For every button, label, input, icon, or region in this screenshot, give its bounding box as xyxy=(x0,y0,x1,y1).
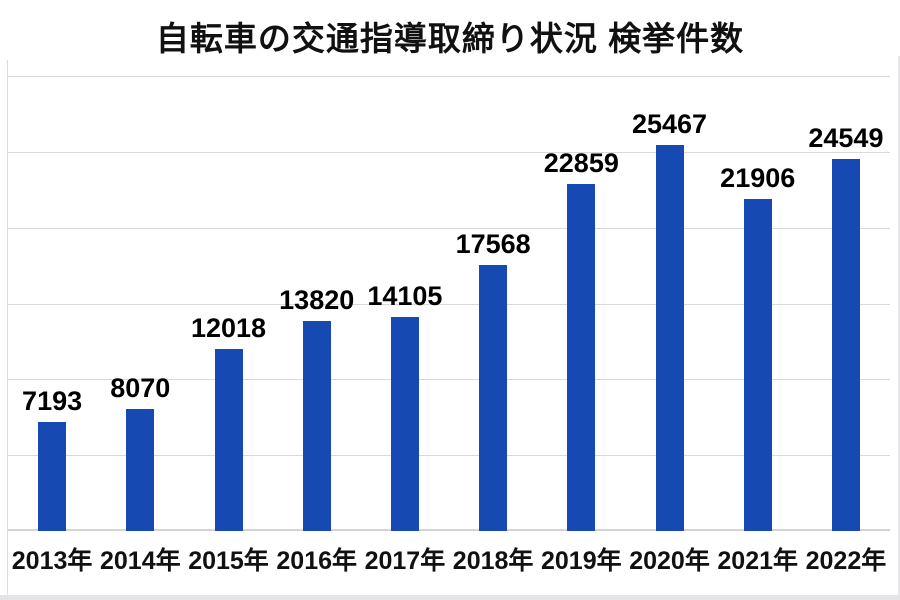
chart-title: 自転車の交通指導取締り状況 検挙件数 xyxy=(155,20,745,57)
bar xyxy=(214,348,243,531)
bar-slot: 22859 xyxy=(537,76,625,531)
bar xyxy=(567,184,596,531)
bar-slot: 21906 xyxy=(714,76,802,531)
chart-bottom-edge xyxy=(0,595,900,600)
bar-value-label: 12018 xyxy=(190,312,267,343)
bar-value-label: 17568 xyxy=(455,228,531,259)
x-axis-label: 2019年 xyxy=(541,547,622,575)
x-axis-label: 2021年 xyxy=(717,547,799,575)
bar xyxy=(38,421,67,531)
x-axis-label: 2017年 xyxy=(364,547,446,575)
bar-slot: 8070 xyxy=(96,76,184,531)
bar-value-label: 14105 xyxy=(367,281,443,312)
chart-right-edge xyxy=(898,56,900,600)
bar xyxy=(390,317,419,531)
bar-slot: 17568 xyxy=(449,76,537,531)
bar-slot: 7193 xyxy=(8,76,96,531)
gridline xyxy=(8,227,890,229)
gridline xyxy=(8,455,890,457)
bar-value-label: 25467 xyxy=(631,108,708,139)
bar-slot: 12018 xyxy=(184,76,272,531)
bar-value-label: 8070 xyxy=(110,372,171,403)
bar xyxy=(479,264,508,531)
x-axis-label: 2016年 xyxy=(276,547,358,575)
bars-row: 7193 8070 12018 13820 14105 17568 22859 25467 21… xyxy=(8,76,890,531)
gridline xyxy=(8,76,890,77)
bar-slot: 14105 xyxy=(361,76,449,531)
x-axis-labels: 2013年 2014年 2015年 2016年 2017年 2018年 2019年 2020年… xyxy=(8,531,890,594)
gridline xyxy=(8,379,890,381)
gridline xyxy=(8,303,890,305)
x-axis-label: 2020年 xyxy=(629,547,710,575)
bar-slot: 13820 xyxy=(273,76,361,531)
bar xyxy=(126,408,155,531)
bar-value-label: 7193 xyxy=(22,385,83,416)
bar-slot: 24549 xyxy=(802,76,890,531)
x-axis-label: 2014年 xyxy=(99,547,181,575)
x-axis-label: 2015年 xyxy=(188,547,269,575)
bar-value-label: 13820 xyxy=(279,285,355,316)
bar-value-label: 22859 xyxy=(543,148,619,179)
x-axis-label: 2022年 xyxy=(805,547,887,575)
bar xyxy=(655,144,684,531)
bar xyxy=(302,321,331,531)
bar-value-label: 24549 xyxy=(808,122,884,153)
bar-slot: 25467 xyxy=(625,76,713,531)
y-axis-line xyxy=(7,60,8,600)
bar-value-label: 21906 xyxy=(720,162,796,193)
gridline xyxy=(8,151,890,153)
bar xyxy=(743,198,772,531)
plot-area: 7193 8070 12018 13820 14105 17568 22859 25467 21… xyxy=(8,76,890,531)
x-axis-baseline xyxy=(8,529,890,531)
bar xyxy=(831,158,860,531)
x-axis-label: 2013年 xyxy=(11,547,93,575)
x-axis-label: 2018年 xyxy=(452,547,534,575)
